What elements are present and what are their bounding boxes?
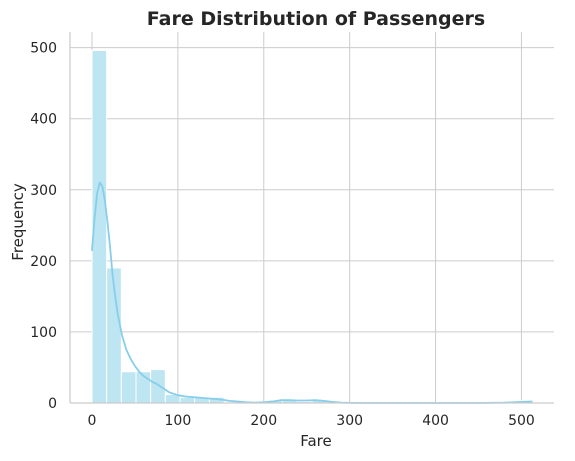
x-tick-label-0: 0 — [88, 413, 97, 429]
histogram-bar-2 — [120, 371, 137, 404]
y-tick-label-400: 400 — [30, 112, 57, 128]
x-tick-label-100: 100 — [165, 413, 192, 429]
x-axis-label: Fare — [300, 432, 332, 450]
histogram-bar-4 — [150, 369, 166, 404]
x-tick-label-200: 200 — [250, 413, 277, 429]
histogram-bar-6 — [179, 396, 196, 404]
y-tick-label-200: 200 — [30, 254, 57, 270]
axes-layer — [69, 32, 554, 404]
ticks-layer: 0 100 200 300 400 500 0 100 200 300 400 500 — [30, 41, 535, 429]
y-tick-label-0: 0 — [48, 396, 57, 412]
bars-layer — [91, 49, 533, 404]
chart-title: Fare Distribution of Passengers — [147, 8, 485, 30]
x-tick-label-400: 400 — [422, 413, 449, 429]
y-axis-label: Frequency — [9, 183, 27, 261]
y-tick-label-500: 500 — [30, 41, 57, 57]
y-tick-label-100: 100 — [30, 325, 57, 341]
y-tick-label-300: 300 — [30, 183, 57, 199]
x-tick-label-300: 300 — [336, 413, 363, 429]
grid-layer — [70, 32, 554, 404]
x-tick-label-500: 500 — [508, 413, 535, 429]
